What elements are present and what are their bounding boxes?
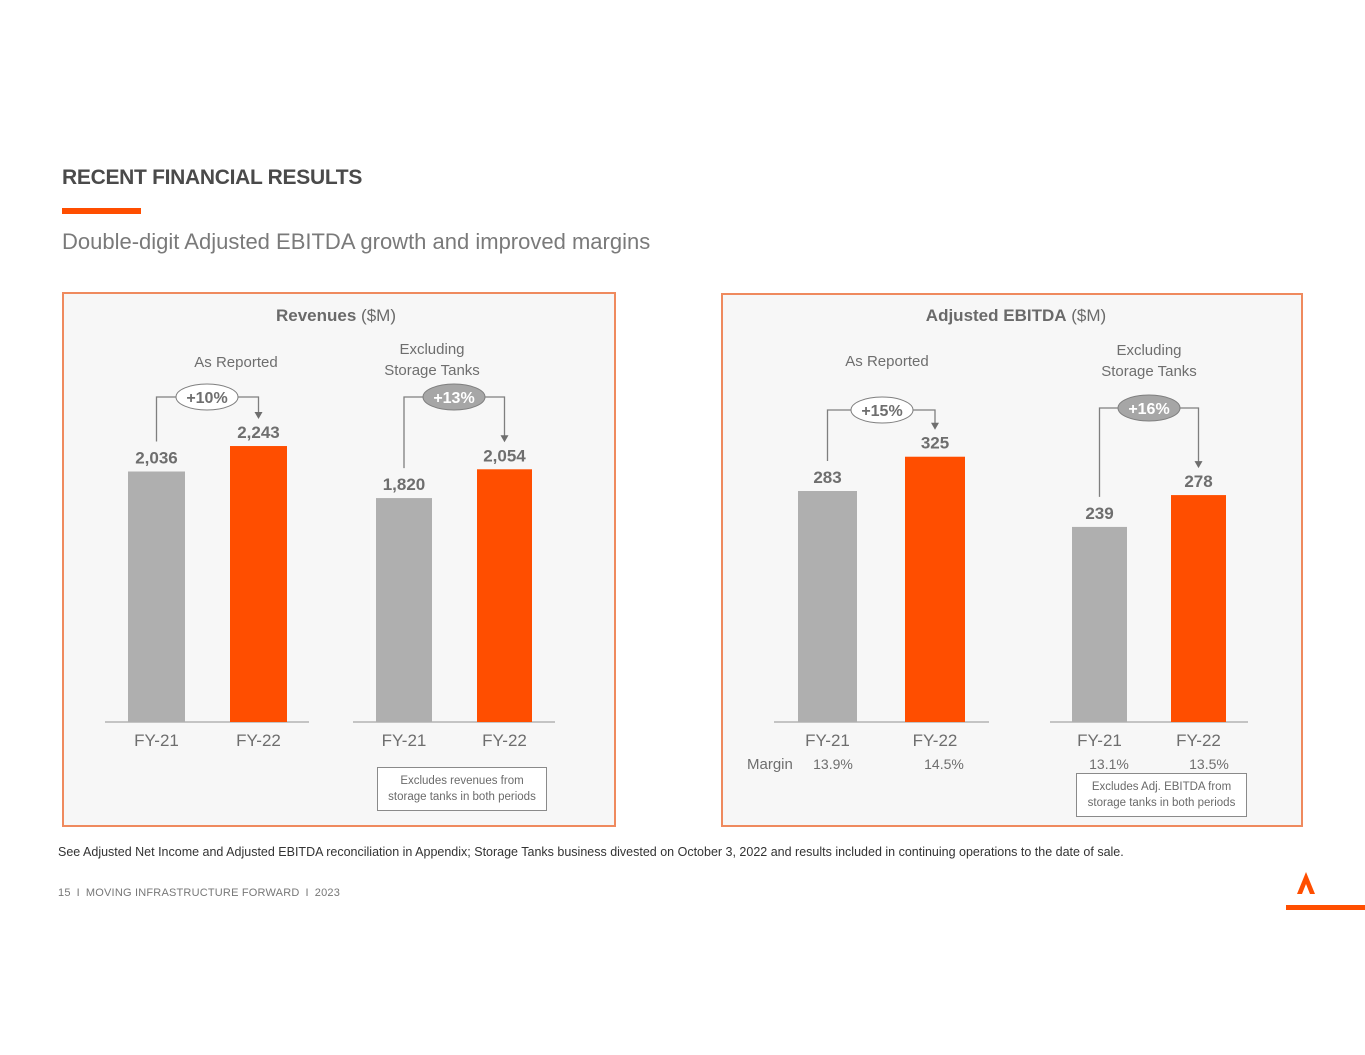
note-line: Excludes revenues from [400, 775, 524, 787]
margin-value: 13.9% [813, 756, 853, 772]
bar-fy-22 [1171, 495, 1226, 722]
category-label: FY-22 [236, 731, 281, 750]
margin-value: 13.1% [1089, 756, 1129, 772]
revenues-note: Excludes revenues from storage tanks in … [377, 767, 547, 811]
footer-year: 2023 [314, 887, 341, 899]
data-label: 325 [921, 434, 949, 453]
growth-arrowhead [254, 412, 263, 420]
page-title: RECENT FINANCIAL RESULTS [62, 166, 363, 189]
title-accent-bar [62, 208, 141, 214]
bar-fy-21 [1072, 526, 1127, 722]
footer-separator: I [76, 887, 80, 899]
growth-badge-label: +15% [861, 403, 902, 420]
chart-title: Adjusted EBITDA ($M) [926, 306, 1106, 325]
growth-arrowhead [500, 435, 509, 443]
data-label: 1,820 [383, 475, 426, 494]
group-label: As Reported [194, 354, 277, 371]
growth-badge-label: +10% [186, 390, 227, 407]
data-label: 278 [1184, 472, 1212, 491]
bar-fy-22 [905, 456, 965, 722]
bar-fy-22 [477, 469, 532, 722]
margin-label: Margin [747, 756, 793, 773]
footer: 15 I MOVING INFRASTRUCTURE FORWARD I 2023 [58, 887, 346, 899]
category-label: FY-22 [1176, 731, 1221, 750]
note-line: storage tanks in both periods [1087, 797, 1236, 809]
group-label: Storage Tanks [384, 362, 480, 379]
note-line: storage tanks in both periods [388, 791, 536, 803]
growth-arrowhead [931, 422, 939, 430]
margin-value: 14.5% [924, 756, 964, 772]
data-label: 2,036 [135, 449, 178, 468]
growth-badge [850, 396, 914, 424]
page-number: 15 [58, 887, 71, 899]
growth-badge [175, 383, 239, 411]
growth-arrowhead [1194, 461, 1203, 469]
growth-badge [1117, 394, 1181, 422]
category-label: FY-21 [1077, 731, 1122, 750]
footer-tagline: MOVING INFRASTRUCTURE FORWARD [85, 887, 300, 899]
group-label: Storage Tanks [1101, 363, 1197, 380]
bar-fy-22 [230, 446, 287, 722]
data-label: 2,243 [237, 423, 280, 442]
category-label: FY-21 [382, 731, 427, 750]
group-label: Excluding [399, 341, 464, 358]
chart-title: Revenues ($M) [276, 306, 396, 325]
bar-fy-21 [376, 498, 432, 722]
page-subtitle: Double-digit Adjusted EBITDA growth and … [62, 229, 651, 254]
note-line: Excludes Adj. EBITDA from [1091, 781, 1232, 793]
data-label: 2,054 [483, 446, 526, 465]
bar-fy-21 [798, 491, 857, 722]
data-label: 239 [1085, 504, 1113, 523]
group-label: As Reported [845, 353, 928, 370]
category-label: FY-22 [482, 731, 527, 750]
growth-badge-label: +13% [433, 390, 474, 407]
category-label: FY-22 [913, 731, 958, 750]
footnote: See Adjusted Net Income and Adjusted EBI… [58, 845, 1124, 859]
bar-fy-21 [128, 471, 185, 722]
group-label: Excluding [1116, 342, 1181, 359]
growth-badge [422, 383, 486, 411]
margin-value: 13.5% [1189, 756, 1229, 772]
ebitda-note: Excludes Adj. EBITDA from storage tanks … [1076, 773, 1247, 817]
data-label: 283 [813, 468, 841, 487]
footer-separator: I [305, 887, 309, 899]
category-label: FY-21 [805, 731, 850, 750]
growth-badge-label: +16% [1128, 401, 1169, 418]
category-label: FY-21 [134, 731, 179, 750]
